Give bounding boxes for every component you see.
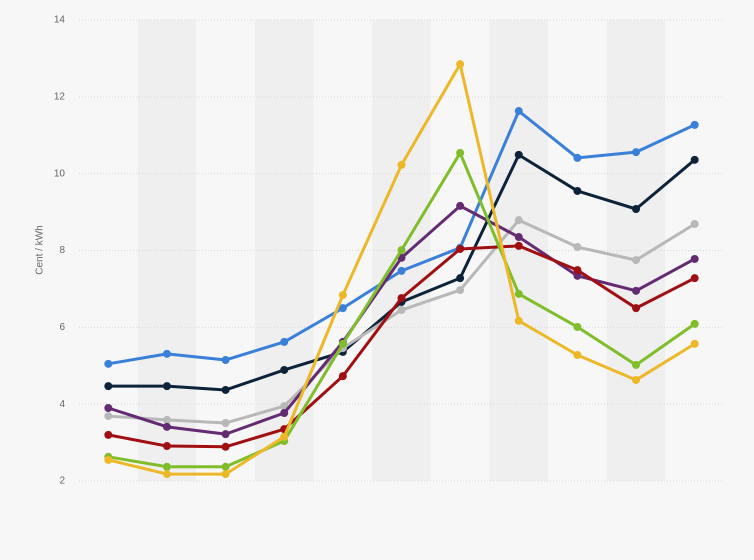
data-point	[280, 432, 289, 441]
data-point	[573, 350, 582, 359]
y-axis-label: Cent / kWh	[35, 225, 46, 274]
data-point	[690, 120, 699, 129]
y-tick-label: 6	[59, 322, 65, 333]
data-point	[280, 365, 289, 374]
data-point	[162, 462, 171, 471]
data-point	[162, 349, 171, 358]
y-tick-label: 8	[59, 245, 65, 256]
data-point	[690, 319, 699, 328]
data-point	[280, 337, 289, 346]
column-band	[606, 20, 666, 481]
data-point	[162, 442, 171, 451]
data-point	[514, 107, 523, 116]
data-point	[104, 430, 113, 439]
data-point	[397, 160, 406, 169]
data-point	[690, 339, 699, 348]
data-point	[514, 289, 523, 298]
data-point	[632, 304, 641, 313]
data-point	[690, 254, 699, 263]
data-point	[456, 274, 465, 283]
data-point	[338, 291, 347, 300]
data-point	[573, 322, 582, 331]
data-point	[397, 294, 406, 303]
data-point	[162, 422, 171, 431]
data-point	[162, 415, 171, 424]
data-point	[690, 219, 699, 228]
data-point	[338, 304, 347, 313]
data-point	[221, 355, 230, 364]
data-point	[221, 470, 230, 479]
data-point	[280, 409, 289, 418]
data-point	[221, 442, 230, 451]
data-point	[162, 382, 171, 391]
data-point	[280, 402, 289, 411]
data-point	[221, 430, 230, 439]
data-point	[104, 359, 113, 368]
data-point	[573, 186, 582, 195]
data-point	[456, 201, 465, 210]
data-point	[104, 382, 113, 391]
data-point	[104, 412, 113, 421]
data-point	[104, 455, 113, 464]
data-point	[397, 306, 406, 315]
data-point	[573, 271, 582, 280]
column-band	[196, 20, 255, 481]
y-tick-label: 10	[54, 168, 66, 179]
data-point	[456, 148, 465, 157]
data-point	[514, 233, 523, 242]
data-point	[397, 266, 406, 275]
data-point	[632, 256, 641, 265]
data-point	[690, 155, 699, 164]
data-point	[514, 241, 523, 250]
data-point	[632, 148, 641, 157]
y-tick-label: 14	[54, 15, 66, 26]
data-point	[397, 246, 406, 255]
data-point	[221, 418, 230, 427]
y-tick-label: 4	[59, 399, 65, 410]
y-tick-label: 2	[59, 476, 65, 487]
data-point	[514, 150, 523, 159]
data-point	[456, 244, 465, 253]
data-point	[338, 372, 347, 381]
data-point	[573, 266, 582, 275]
data-point	[456, 286, 465, 295]
data-point	[632, 286, 641, 295]
data-point	[632, 360, 641, 369]
data-point	[632, 205, 641, 214]
data-point	[162, 470, 171, 479]
data-point	[514, 216, 523, 225]
data-point	[456, 60, 465, 69]
data-point	[514, 316, 523, 325]
data-point	[104, 404, 113, 413]
y-tick-label: 12	[54, 91, 66, 102]
data-point	[573, 243, 582, 252]
data-point	[632, 375, 641, 384]
data-point	[338, 339, 347, 348]
data-point	[221, 385, 230, 394]
data-point	[221, 462, 230, 471]
data-point	[573, 153, 582, 162]
data-point	[690, 274, 699, 283]
